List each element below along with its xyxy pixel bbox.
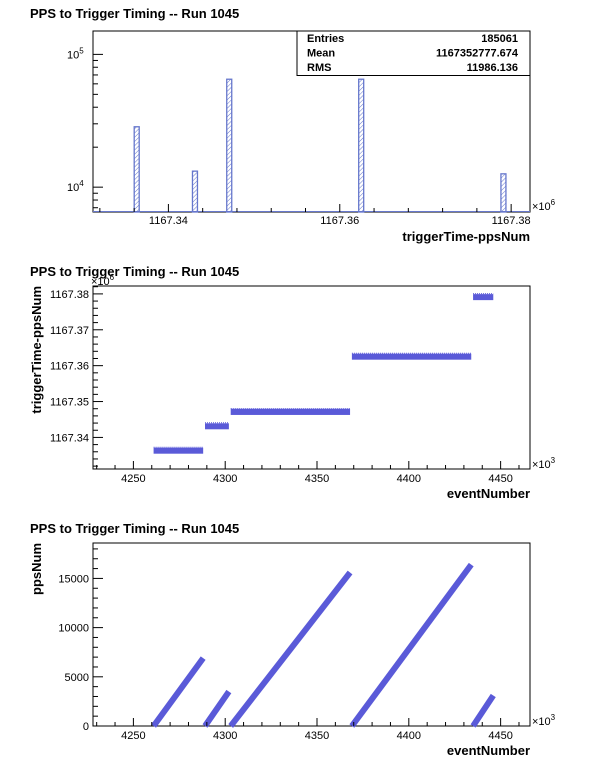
x-tick-label: 1167.34: [149, 215, 188, 227]
x-axis-label: triggerTime-ppsNum: [402, 229, 530, 244]
x-tick-label: 4300: [213, 730, 237, 742]
stats-label: RMS: [307, 62, 331, 74]
y-tick-label: 1167.37: [50, 325, 89, 337]
data-band: [473, 294, 494, 301]
data-band: [230, 408, 351, 415]
chart-title: PPS to Trigger Timing -- Run 1045: [30, 6, 240, 21]
trigger-vs-event-plot: 4250 4300 4350 4400 4450 1167.34 1167.35 1167.3…: [29, 273, 556, 501]
data-band: [202, 689, 232, 728]
plot-frame: [92, 542, 531, 727]
plot-frame: [92, 285, 531, 470]
x-tick-label: 4450: [488, 473, 512, 485]
stats-value: 11986.136: [467, 62, 518, 74]
y-tick-label: 15000: [58, 573, 89, 585]
x-axis-multiplier: ×103: [532, 456, 556, 471]
y-tick-label: 5000: [65, 672, 89, 684]
data-band: [470, 693, 496, 728]
histogram-plot: 1167.34 1167.36 1167.38 104 105 ×106 triggerTi…: [67, 30, 556, 244]
x-axis-label: eventNumber: [447, 743, 530, 758]
x-tick-label: 4250: [121, 730, 145, 742]
histogram-bar: [133, 126, 140, 213]
trigger-vs-event-panel: PPS to Trigger Timing -- Run 1045 4250 43…: [0, 258, 596, 515]
chart-title: PPS to Trigger Timing -- Run 1045: [30, 264, 240, 279]
histogram-bar: [191, 170, 199, 213]
stats-label: Mean: [307, 48, 335, 60]
stats-box: [296, 30, 531, 76]
stats-value: 185061: [481, 33, 518, 45]
y-tick-label: 1167.34: [50, 432, 89, 444]
y-axis-multiplier: ×106: [91, 273, 115, 288]
x-tick-label: 4450: [488, 730, 512, 742]
histogram-bar: [226, 78, 233, 213]
x-tick-label: 1167.38: [492, 215, 531, 227]
histogram-bar: [358, 78, 365, 213]
y-tick-label: 10000: [58, 623, 89, 635]
pps-vs-event-plot: 4250 4300 4350 4400 4450 0 5000 10000 15000 ×103e…: [29, 542, 556, 758]
stats-value: 1167352777.674: [436, 48, 519, 60]
x-tick-label: 4250: [121, 473, 145, 485]
y-tick-label: 1167.38: [50, 289, 89, 301]
x-tick-label: 4350: [305, 473, 329, 485]
x-tick-label: 4350: [305, 730, 329, 742]
data-band: [349, 562, 474, 728]
y-axis-label: ppsNum: [29, 543, 44, 595]
y-tick-label: 1167.36: [50, 361, 89, 373]
stats-label: Entries: [307, 33, 344, 45]
data-band: [153, 447, 204, 454]
data-band: [228, 570, 353, 728]
y-tick-label: 0: [83, 721, 89, 733]
data-band: [351, 353, 472, 360]
x-tick-label: 4400: [397, 730, 421, 742]
y-tick-label: 104: [67, 179, 84, 194]
histogram-bar: [500, 173, 507, 213]
data-band: [151, 656, 206, 728]
chart-title: PPS to Trigger Timing -- Run 1045: [30, 521, 240, 536]
data-band: [205, 423, 229, 430]
y-axis-label: triggerTime-ppsNum: [29, 286, 44, 414]
histogram-panel: PPS to Trigger Timing -- Run 1045 1167.3…: [0, 0, 596, 258]
pps-vs-event-panel: PPS to Trigger Timing -- Run 1045 4250 43…: [0, 515, 596, 772]
y-tick-label: 1167.35: [50, 397, 89, 409]
x-tick-label: 4400: [397, 473, 421, 485]
x-axis-label: eventNumber: [447, 486, 530, 501]
x-axis-multiplier: ×106: [532, 198, 556, 213]
x-tick-label: 1167.36: [320, 215, 359, 227]
x-tick-label: 4300: [213, 473, 237, 485]
x-axis-multiplier: ×103: [532, 713, 556, 728]
y-tick-label: 105: [67, 46, 84, 61]
